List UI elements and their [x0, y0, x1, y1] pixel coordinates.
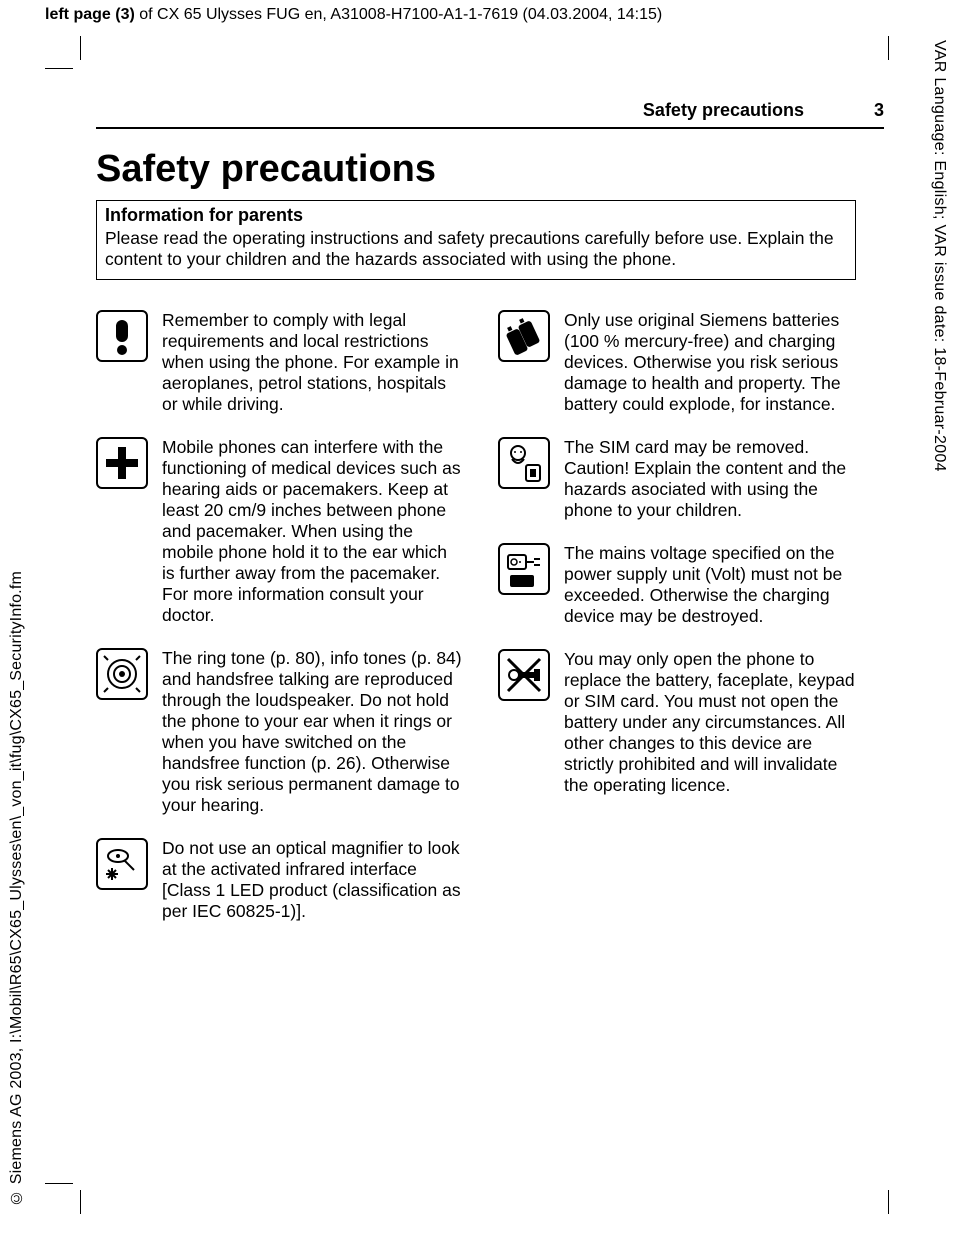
plus-icon — [96, 437, 148, 489]
safety-item: Remember to comply with legal requiremen… — [96, 310, 464, 415]
noopen-icon — [498, 649, 550, 701]
volt-icon — [498, 543, 550, 595]
crop-mark — [888, 1190, 889, 1214]
top-header-bold: left page (3) — [45, 6, 135, 23]
safety-item-text: Do not use an optical magnifier to look … — [162, 838, 464, 922]
crop-mark — [888, 36, 889, 60]
safety-item: You may only open the phone to replace t… — [498, 649, 866, 796]
sim-icon — [498, 437, 550, 489]
info-box-body: Please read the operating instructions a… — [105, 228, 847, 271]
top-header: left page (3) of CX 65 Ulysses FUG en, A… — [45, 6, 662, 24]
crop-mark — [45, 1183, 73, 1184]
speaker-icon — [96, 648, 148, 700]
left-column: Remember to comply with legal requiremen… — [96, 310, 464, 922]
info-box-heading: Information for parents — [105, 205, 847, 226]
exclaim-icon — [96, 310, 148, 362]
safety-item: Mobile phones can interfere with the fun… — [96, 437, 464, 626]
safety-item-text: Remember to comply with legal requiremen… — [162, 310, 464, 415]
battery-icon — [498, 310, 550, 362]
header-page-num: 3 — [874, 100, 884, 121]
safety-item: Do not use an optical magnifier to look … — [96, 838, 464, 922]
safety-item-text: The mains voltage specified on the power… — [564, 543, 866, 627]
crop-mark — [80, 1190, 81, 1214]
info-box: Information for parents Please read the … — [96, 200, 856, 280]
safety-item-text: Mobile phones can interfere with the fun… — [162, 437, 464, 626]
page-header: Safety precautions 3 — [96, 100, 884, 129]
safety-item: The SIM card may be removed. Caution! Ex… — [498, 437, 866, 521]
crop-mark — [80, 36, 81, 60]
left-margin-text: © Siemens AG 2003, I:\Mobil\R65\CX65_Uly… — [8, 571, 26, 1206]
safety-item: The mains voltage specified on the power… — [498, 543, 866, 627]
crop-mark — [45, 68, 73, 69]
header-section: Safety precautions — [643, 100, 804, 121]
safety-item: Only use original Siemens batteries (100… — [498, 310, 866, 415]
safety-item-text: Only use original Siemens batteries (100… — [564, 310, 866, 415]
page-title: Safety precautions — [96, 148, 436, 191]
safety-item-text: The SIM card may be removed. Caution! Ex… — [564, 437, 866, 521]
safety-item: The ring tone (p. 80), info tones (p. 84… — [96, 648, 464, 816]
right-column: Only use original Siemens batteries (100… — [498, 310, 866, 922]
safety-item-text: The ring tone (p. 80), info tones (p. 84… — [162, 648, 464, 816]
safety-item-text: You may only open the phone to replace t… — [564, 649, 866, 796]
irda-icon — [96, 838, 148, 890]
content-columns: Remember to comply with legal requiremen… — [96, 310, 866, 922]
right-margin-text: VAR Language: English; VAR issue date: 1… — [930, 40, 948, 472]
top-header-rest: of CX 65 Ulysses FUG en, A31008-H7100-A1… — [135, 6, 662, 23]
